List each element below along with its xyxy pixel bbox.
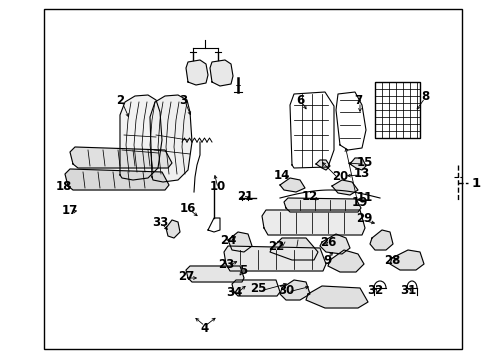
Polygon shape [389, 250, 423, 270]
Polygon shape [70, 147, 172, 168]
Text: 16: 16 [180, 202, 196, 215]
Polygon shape [305, 286, 367, 308]
Bar [44, 9, 461, 349]
Text: 10: 10 [209, 180, 225, 193]
Text: 25: 25 [249, 283, 265, 296]
Text: 2: 2 [116, 94, 124, 107]
Polygon shape [224, 246, 325, 271]
Text: 12: 12 [301, 189, 318, 202]
Polygon shape [331, 180, 357, 195]
Polygon shape [185, 266, 244, 282]
Text: 27: 27 [178, 270, 194, 283]
Text: 13: 13 [353, 166, 369, 180]
Text: 28: 28 [383, 253, 399, 266]
Polygon shape [284, 198, 360, 212]
Text: 19: 19 [351, 195, 367, 208]
Text: 21: 21 [236, 189, 253, 202]
Text: 7: 7 [353, 94, 361, 107]
Text: 8: 8 [420, 90, 428, 103]
Text: 4: 4 [201, 321, 209, 334]
Text: 26: 26 [319, 235, 336, 248]
Polygon shape [65, 169, 169, 190]
Text: 29: 29 [355, 212, 371, 225]
Text: 14: 14 [273, 168, 289, 181]
Text: 17: 17 [62, 203, 78, 216]
Polygon shape [227, 232, 251, 252]
Text: 22: 22 [267, 239, 284, 252]
Text: 5: 5 [238, 264, 246, 276]
Text: 18: 18 [56, 180, 72, 193]
Polygon shape [369, 230, 392, 250]
Polygon shape [349, 158, 365, 170]
Text: 20: 20 [331, 170, 347, 183]
Text: 1: 1 [470, 176, 480, 189]
Text: 33: 33 [152, 216, 168, 229]
Polygon shape [280, 280, 309, 300]
Text: 31: 31 [399, 284, 415, 297]
Polygon shape [315, 160, 329, 170]
Polygon shape [269, 238, 317, 260]
Text: 24: 24 [220, 234, 236, 247]
Polygon shape [319, 234, 349, 254]
Polygon shape [185, 60, 207, 85]
Polygon shape [120, 95, 162, 180]
Text: 30: 30 [277, 284, 293, 297]
Polygon shape [280, 178, 305, 192]
Polygon shape [231, 280, 280, 296]
Text: 11: 11 [356, 190, 372, 203]
Polygon shape [327, 250, 363, 272]
Text: 9: 9 [323, 253, 331, 266]
Text: 34: 34 [225, 285, 242, 298]
Text: 15: 15 [356, 156, 372, 168]
Text: 32: 32 [366, 284, 382, 297]
Text: 6: 6 [295, 94, 304, 107]
Polygon shape [165, 220, 180, 238]
Polygon shape [209, 60, 232, 86]
Text: 23: 23 [218, 257, 234, 270]
Bar [374, 82, 419, 138]
Polygon shape [150, 95, 192, 182]
Polygon shape [262, 210, 364, 235]
Text: 3: 3 [179, 94, 187, 107]
